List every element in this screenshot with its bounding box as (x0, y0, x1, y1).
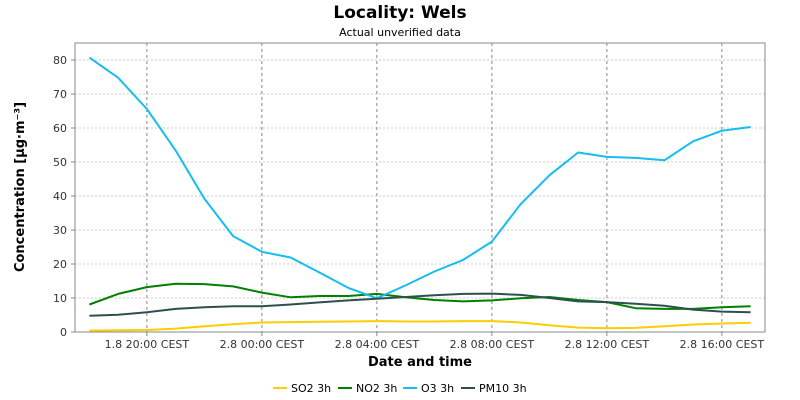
x-tick-label: 2.8 08:00 CEST (450, 338, 535, 351)
legend-label: PM10 3h (479, 382, 527, 395)
x-axis-label: Date and time (368, 355, 472, 370)
x-tick-label: 2.8 12:00 CEST (565, 338, 650, 351)
series-lines (88, 56, 751, 332)
x-tick-label: 2.8 00:00 CEST (220, 338, 305, 351)
y-tick-label: 0 (60, 326, 67, 339)
x-tick-label: 2.8 04:00 CEST (335, 338, 420, 351)
y-tick-label: 80 (53, 54, 67, 67)
legend-label: SO2 3h (291, 382, 331, 395)
y-tick-label: 40 (53, 190, 67, 203)
series-line-pm10-3h (89, 292, 751, 317)
y-tick-label: 10 (53, 292, 67, 305)
chart-title: Locality: Wels (333, 3, 466, 23)
series-line-so2-3h (89, 320, 751, 332)
y-tick-label: 20 (53, 258, 67, 271)
x-tick-label: 1.8 20:00 CEST (105, 338, 190, 351)
y-tick-label: 50 (53, 156, 67, 169)
grid (75, 43, 765, 333)
y-axis-label: Concentration [µg·m⁻³] (13, 102, 28, 272)
x-tick-label: 2.8 16:00 CEST (680, 338, 765, 351)
y-axis: 0 10 20 30 40 50 60 70 80 (53, 54, 75, 339)
legend: SO2 3h NO2 3h O3 3h PM10 3h (273, 382, 527, 395)
series-line-no2-3h (89, 282, 751, 310)
legend-label: O3 3h (421, 382, 454, 395)
series-line-o3-3h (88, 56, 751, 300)
y-tick-label: 30 (53, 224, 67, 237)
x-axis: 1.8 20:00 CEST 2.8 00:00 CEST 2.8 04:00 CE… (105, 332, 765, 351)
y-tick-label: 70 (53, 88, 67, 101)
legend-label: NO2 3h (356, 382, 397, 395)
y-tick-label: 60 (53, 122, 67, 135)
chart-subtitle: Actual unverified data (339, 26, 461, 39)
plot-area (74, 42, 766, 333)
